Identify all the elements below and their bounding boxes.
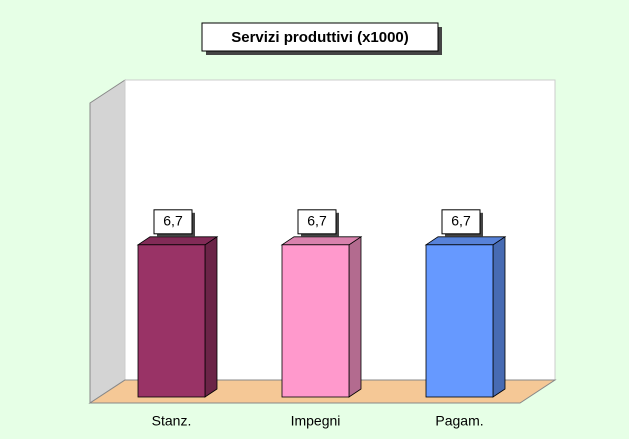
x-tick-label: Impegni bbox=[291, 413, 341, 429]
bar bbox=[280, 236, 363, 398]
x-tick-label: Stanz. bbox=[152, 413, 192, 429]
left-wall bbox=[89, 79, 126, 404]
value-label: 6,7 bbox=[307, 213, 327, 229]
bar-top bbox=[136, 236, 219, 246]
bar bbox=[136, 236, 219, 398]
bar bbox=[424, 236, 507, 398]
bar-front bbox=[137, 244, 206, 398]
value-label-box bbox=[441, 209, 481, 235]
bar-front bbox=[425, 244, 494, 398]
value-label: 6,7 bbox=[163, 213, 183, 229]
value-label-box bbox=[153, 209, 193, 235]
value-label-box bbox=[297, 209, 337, 235]
title-box bbox=[201, 22, 439, 52]
bar-side bbox=[348, 236, 362, 398]
bar-side bbox=[492, 236, 506, 398]
bar-front bbox=[281, 244, 350, 398]
value-label: 6,7 bbox=[451, 213, 471, 229]
bar-side bbox=[204, 236, 218, 398]
bar-top bbox=[424, 236, 507, 246]
bar-top bbox=[280, 236, 363, 246]
chart-title: Servizi produttivi (x1000) bbox=[231, 29, 409, 46]
x-tick-label: Pagam. bbox=[435, 413, 483, 429]
